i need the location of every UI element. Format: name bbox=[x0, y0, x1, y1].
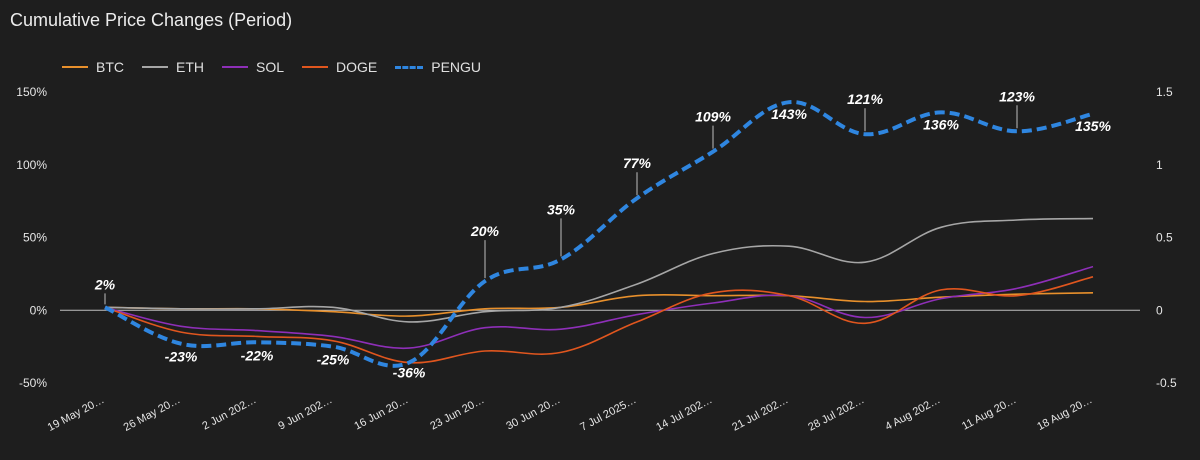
y-axis-right: 1.5 1 0.5 0 -0.5 bbox=[1156, 85, 1177, 390]
series-line-pengu bbox=[104, 100, 1094, 368]
y-tick-label: 0% bbox=[30, 303, 48, 317]
legend-label-sol: SOL bbox=[256, 59, 285, 75]
x-tick-label: 18 Aug 20… bbox=[1035, 394, 1094, 433]
y2-tick-label: 1.5 bbox=[1156, 85, 1173, 99]
x-tick-label: 30 Jun 20… bbox=[504, 394, 562, 432]
y2-tick-label: 0 bbox=[1156, 303, 1163, 317]
data-label: -23% bbox=[165, 349, 198, 365]
x-axis: 19 May 20… 26 May 20… 2 Jun 202… 9 Jun 202…… bbox=[46, 394, 1095, 434]
x-tick-label: 28 Jul 202… bbox=[806, 394, 866, 434]
y-tick-label: 150% bbox=[16, 85, 47, 99]
data-label: 35% bbox=[547, 201, 576, 217]
legend-swatch-doge bbox=[302, 66, 329, 68]
y2-tick-label: 1 bbox=[1156, 158, 1163, 172]
y2-tick-label: 0.5 bbox=[1156, 231, 1173, 245]
x-tick-label: 26 May 20… bbox=[122, 394, 183, 434]
x-tick-label: 19 May 20… bbox=[46, 394, 107, 434]
legend-swatch-eth bbox=[142, 66, 168, 68]
series-line-sol bbox=[104, 265, 1094, 350]
legend-item-btc[interactable]: BTC bbox=[62, 59, 124, 75]
data-label: 143% bbox=[771, 106, 807, 122]
legend-swatch-btc bbox=[62, 66, 88, 68]
data-label: 121% bbox=[847, 91, 883, 107]
data-label: 136% bbox=[923, 116, 959, 132]
x-tick-label: 21 Jul 202… bbox=[730, 394, 790, 434]
data-label: -22% bbox=[241, 347, 274, 363]
data-label: 77% bbox=[623, 155, 652, 171]
x-tick-label: 2 Jun 202… bbox=[200, 394, 258, 432]
x-tick-label: 4 Aug 202… bbox=[883, 394, 942, 433]
data-label: -36% bbox=[393, 365, 426, 381]
x-tick-label: 14 Jul 202… bbox=[654, 394, 714, 434]
data-label: 123% bbox=[999, 88, 1035, 104]
legend-item-sol[interactable]: SOL bbox=[222, 59, 284, 75]
x-tick-label: 23 Jun 20… bbox=[428, 394, 486, 432]
legend-label-eth: ETH bbox=[176, 59, 204, 75]
data-label: -25% bbox=[317, 352, 350, 368]
legend-label-doge: DOGE bbox=[336, 59, 378, 75]
x-tick-label: 9 Jun 202… bbox=[276, 394, 334, 432]
series-lines bbox=[104, 100, 1094, 368]
legend-item-pengu[interactable]: PENGU bbox=[395, 59, 481, 75]
legend: BTC ETH SOL DOGE PENGU bbox=[62, 59, 481, 75]
x-tick-label: 7 Jul 2025… bbox=[578, 394, 638, 434]
chart-title: Cumulative Price Changes (Period) bbox=[10, 10, 293, 30]
data-label: 2% bbox=[94, 276, 116, 292]
legend-swatch-pengu bbox=[395, 65, 424, 69]
legend-item-doge[interactable]: DOGE bbox=[302, 59, 377, 75]
data-labels: 2% -23% -22% -25% -36% 20% 35% 77% 109% 143% 121% 1… bbox=[94, 88, 1112, 380]
data-label: 20% bbox=[470, 223, 500, 239]
legend-swatch-sol bbox=[222, 66, 248, 68]
series-line-eth bbox=[104, 217, 1094, 323]
series-line-doge bbox=[104, 276, 1094, 364]
y-axis-left: 150% 100% 50% 0% -50% bbox=[16, 85, 47, 390]
x-tick-label: 11 Aug 20… bbox=[960, 394, 1018, 433]
x-tick-label: 16 Jun 20… bbox=[352, 394, 410, 432]
y-tick-label: 50% bbox=[23, 231, 47, 245]
y2-tick-label: -0.5 bbox=[1156, 376, 1177, 390]
y-tick-label: 100% bbox=[16, 158, 47, 172]
data-label: 135% bbox=[1075, 118, 1111, 134]
legend-label-pengu: PENGU bbox=[431, 59, 482, 75]
legend-item-eth[interactable]: ETH bbox=[142, 59, 204, 75]
series-line-btc bbox=[104, 292, 1094, 317]
y-tick-label: -50% bbox=[19, 376, 47, 390]
data-label: 109% bbox=[695, 109, 731, 125]
legend-label-btc: BTC bbox=[96, 59, 124, 75]
